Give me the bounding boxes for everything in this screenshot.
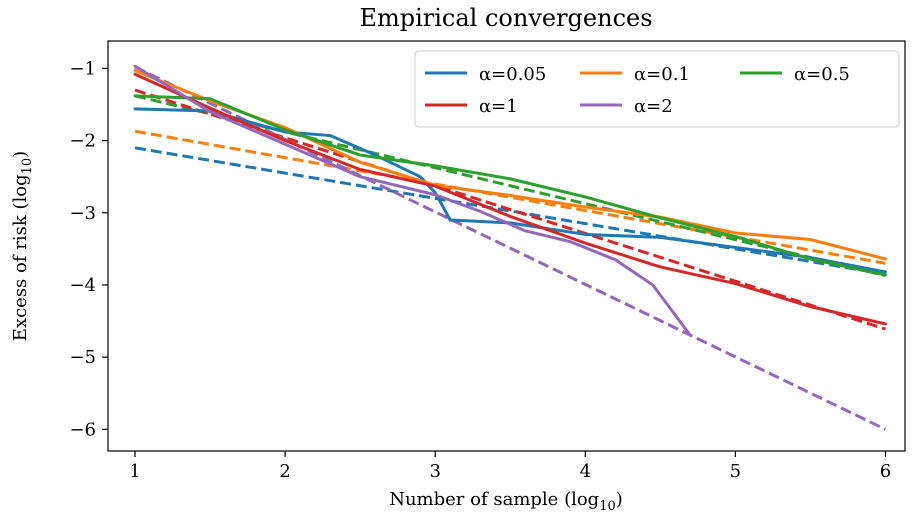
y-tick-label: −4 — [69, 275, 96, 296]
series-line-2 — [133, 94, 887, 277]
legend-box — [414, 50, 900, 128]
y-tick-label: −6 — [69, 419, 96, 440]
chart-title: Empirical convergences — [359, 4, 652, 32]
legend-label-2: α=0.5 — [794, 64, 850, 85]
plot-area — [133, 64, 887, 431]
x-tick-label: 6 — [880, 461, 891, 482]
x-tick-label: 4 — [580, 461, 591, 482]
y-tick-label: −1 — [69, 58, 96, 79]
y-tick-label: −3 — [69, 203, 96, 224]
y-tick-label: −5 — [69, 347, 96, 368]
legend-label-3: α=1 — [479, 96, 518, 117]
series-line-3 — [133, 72, 887, 326]
x-tick-label: 2 — [279, 461, 290, 482]
y-axis-label: Excess of risk (log10) — [10, 151, 35, 341]
axis-ticks: 1 2 3 4 5 6 −1 −2 −3 −4 −5 −6 — [69, 58, 891, 482]
series-fit-line-0 — [134, 146, 886, 276]
series-fit-line-4 — [134, 65, 887, 431]
series-line-4 — [133, 64, 692, 338]
legend-label-1: α=0.1 — [634, 64, 690, 85]
legend-label-0: α=0.05 — [479, 64, 546, 85]
x-tick-label: 5 — [730, 461, 741, 482]
x-tick-label: 1 — [129, 461, 140, 482]
x-axis-label: Number of sample (log10) — [389, 489, 623, 514]
legend-label-4: α=2 — [634, 96, 673, 117]
x-tick-label: 3 — [429, 461, 440, 482]
legend: α=0.05 α=0.1 α=0.5 α=1 α=2 — [414, 50, 900, 128]
plot-frame — [107, 40, 906, 452]
series-fit-line-1 — [134, 129, 886, 265]
y-tick-label: −2 — [69, 131, 96, 152]
